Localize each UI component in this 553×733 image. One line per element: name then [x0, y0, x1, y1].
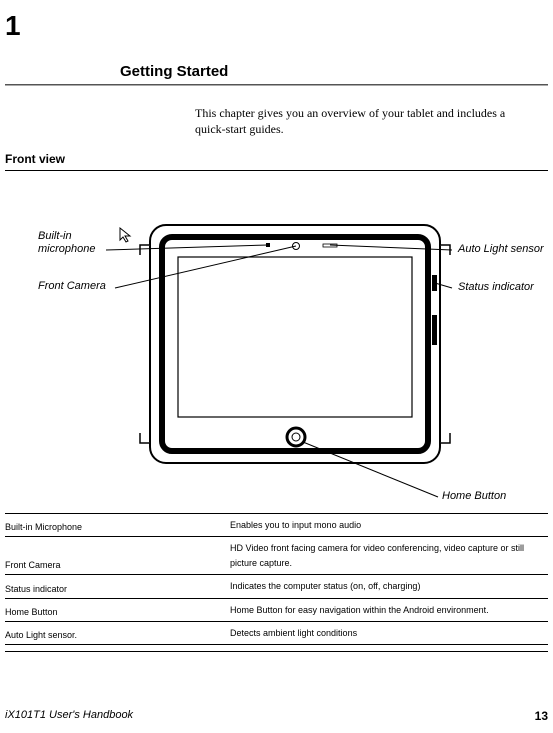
callout-status-indicator: Status indicator: [458, 281, 534, 294]
intro-paragraph: This chapter gives you an overview of yo…: [195, 105, 535, 137]
table-row: Auto Light sensor.Detects ambient light …: [5, 622, 548, 644]
chapter-number: 1: [5, 10, 21, 42]
table-label: Front Camera: [5, 537, 230, 574]
table-description: Detects ambient light conditions: [230, 622, 548, 644]
callout-auto-light: Auto Light sensor: [458, 243, 544, 256]
table-label: Built-in Microphone: [5, 514, 230, 536]
section-rule: [5, 170, 548, 171]
callout-home-button: Home Button: [442, 490, 506, 503]
table-row: Status indicatorIndicates the computer s…: [5, 575, 548, 598]
table-label: Home Button: [5, 599, 230, 621]
device-diagram: Built-in microphone Front Camera Auto Li…: [0, 215, 553, 515]
page-number: 13: [535, 709, 548, 723]
page-footer: iX101T1 User's Handbook 13: [5, 709, 548, 723]
table-description: Enables you to input mono audio: [230, 514, 548, 536]
footer-handbook-title: iX101T1 User's Handbook: [5, 709, 133, 723]
table-row: Home ButtonHome Button for easy navigati…: [5, 599, 548, 622]
page-heading: Getting Started: [120, 63, 228, 80]
section-heading: Front view: [5, 152, 65, 166]
heading-rule: [5, 84, 548, 86]
table-label: Status indicator: [5, 575, 230, 597]
table-description: Indicates the computer status (on, off, …: [230, 575, 548, 597]
table-row: Front CameraHD Video front facing camera…: [5, 537, 548, 575]
spec-table: Built-in MicrophoneEnables you to input …: [5, 513, 548, 652]
table-description: HD Video front facing camera for video c…: [230, 537, 548, 574]
table-label: Auto Light sensor.: [5, 622, 230, 644]
table-description: Home Button for easy navigation within t…: [230, 599, 548, 621]
table-row: Built-in MicrophoneEnables you to input …: [5, 514, 548, 537]
callout-microphone: Built-in microphone: [38, 230, 95, 255]
callout-front-camera: Front Camera: [38, 280, 106, 293]
